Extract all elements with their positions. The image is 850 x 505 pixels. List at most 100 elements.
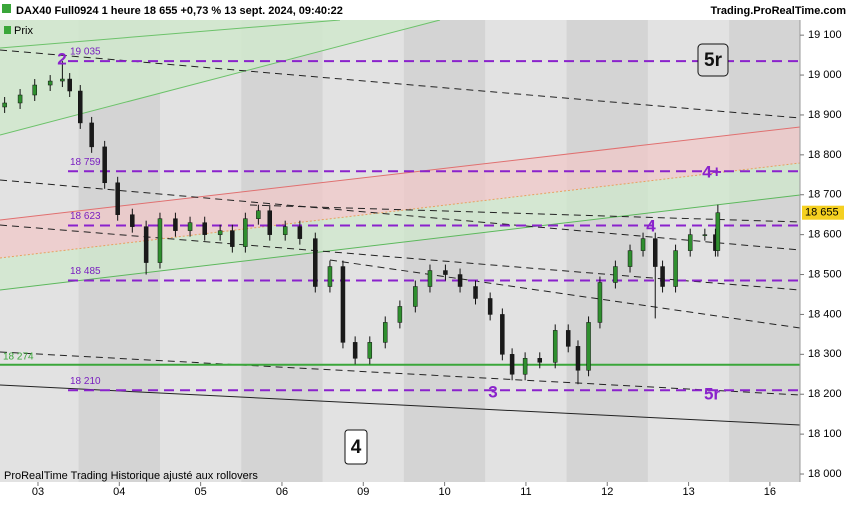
candle-body	[187, 222, 193, 231]
candle-body	[613, 266, 618, 283]
wave-label: 2	[57, 49, 66, 68]
x-tick-label: 12	[601, 486, 613, 498]
candle-body	[522, 358, 528, 375]
candle-body	[173, 218, 178, 231]
candle-body	[130, 214, 135, 227]
day-band	[403, 20, 486, 482]
y-tick-label: 18 800	[808, 149, 842, 161]
logo	[2, 4, 11, 13]
wave-label: 3	[488, 382, 497, 401]
candle-body	[397, 306, 403, 323]
candle-body	[202, 222, 207, 235]
y-tick-label: 18 300	[808, 348, 842, 360]
candle-body	[473, 286, 478, 299]
wave-label: 5r	[704, 50, 723, 71]
candle-body	[157, 218, 163, 263]
band-line	[0, 126, 801, 221]
candle-body	[487, 298, 493, 315]
x-tick-label: 03	[32, 486, 44, 498]
y-tick-label: 18 000	[808, 468, 842, 480]
candle-body	[340, 266, 346, 343]
candle-body	[627, 250, 633, 267]
trend-line	[249, 204, 801, 223]
trend-line	[0, 179, 801, 251]
candle-body	[382, 322, 388, 343]
wave-box	[697, 43, 729, 77]
day-band	[322, 20, 404, 482]
channel-line	[0, 19, 441, 136]
x-tick-label: 06	[276, 486, 288, 498]
candle-body	[60, 78, 65, 82]
level-label: 18 210	[70, 376, 101, 387]
candle-body	[443, 270, 448, 275]
candle-body	[17, 94, 23, 104]
day-band	[647, 20, 730, 482]
candle-body	[2, 102, 7, 108]
y-tick-label: 18 700	[808, 189, 842, 201]
candle-body	[702, 234, 708, 236]
candle-body	[565, 330, 571, 347]
wave-label: 4+	[702, 162, 721, 181]
candle-body	[427, 270, 433, 287]
x-tick-label: 13	[682, 486, 694, 498]
wave-label: 5r	[704, 384, 720, 403]
candle-body	[652, 238, 658, 267]
candle-body	[256, 210, 261, 219]
candle-body	[575, 346, 581, 371]
day-band	[566, 20, 648, 482]
y-tick-label: 18 600	[808, 229, 842, 241]
level-label: 18 623	[70, 211, 101, 222]
header	[0, 0, 850, 20]
y-tick-label: 18 200	[808, 388, 842, 400]
candle-body	[673, 250, 678, 287]
footer: ProRealTime Trading Historique ajusté au…	[4, 470, 258, 482]
source: Trading.ProRealTime.com	[710, 5, 846, 17]
trend-line	[0, 224, 801, 291]
y-tick-label: 18 900	[808, 109, 842, 121]
candle-body	[367, 342, 373, 359]
axis-area	[800, 20, 850, 482]
candle-body	[660, 266, 665, 287]
wave-box	[344, 429, 368, 465]
candle-body	[537, 358, 543, 363]
legend-label: Prix	[14, 25, 33, 37]
candle-body	[327, 266, 333, 287]
trend-line	[0, 384, 801, 426]
title: DAX40 Full0924 1 heure 18 655 +0,73 % 13…	[16, 5, 343, 17]
price-tag-label: 18 655	[805, 207, 839, 219]
level-label: 18 485	[70, 266, 101, 277]
candle-body	[230, 230, 235, 247]
candle-body	[500, 314, 505, 355]
candle-body	[115, 182, 120, 215]
candle-body	[715, 212, 721, 251]
y-tick-label: 19 100	[808, 29, 842, 41]
candle-body	[282, 226, 288, 235]
candle-body	[243, 218, 248, 247]
candle-body	[586, 322, 591, 371]
trend-line	[0, 351, 801, 396]
candle-body	[67, 78, 72, 92]
day-band	[729, 20, 811, 482]
candle-body	[143, 226, 149, 263]
channel-line	[0, 19, 341, 49]
level-label: 18 759	[70, 157, 101, 168]
y-tick-label: 19 000	[808, 69, 842, 81]
x-tick-label: 11	[520, 486, 531, 498]
price-tag	[802, 205, 844, 220]
candle-body	[413, 286, 418, 307]
support-label: 18 274	[3, 351, 34, 362]
candle-body	[297, 226, 303, 239]
candle-body	[313, 238, 318, 287]
candle-body	[89, 122, 94, 148]
y-tick-label: 18 500	[808, 268, 842, 280]
band-line	[0, 194, 801, 291]
candle-body	[217, 230, 223, 235]
candle-body	[32, 84, 37, 96]
candle-body	[687, 234, 693, 251]
candle-body	[267, 210, 273, 235]
x-tick-label: 04	[113, 486, 125, 498]
wave-label: 4	[646, 216, 656, 235]
legend-swatch	[4, 26, 11, 34]
x-tick-label: 09	[357, 486, 369, 498]
